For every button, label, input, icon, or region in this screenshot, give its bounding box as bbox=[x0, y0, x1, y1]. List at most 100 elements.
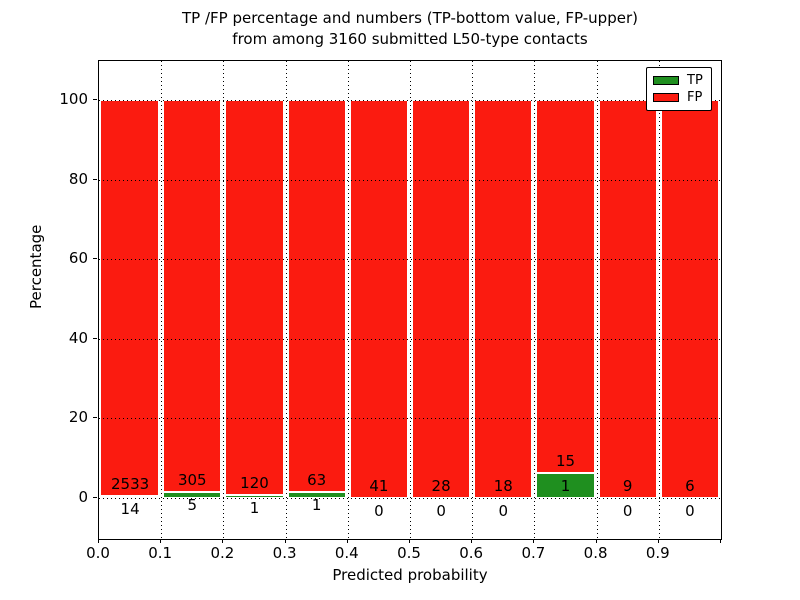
fp-count-label: 41 bbox=[369, 477, 389, 495]
bars-layer bbox=[99, 61, 721, 539]
fp-count-label: 18 bbox=[493, 477, 513, 495]
x-tick-label: 0.3 bbox=[272, 544, 297, 562]
tp-count-label: 1 bbox=[311, 495, 322, 514]
bar-tp bbox=[287, 491, 346, 498]
x-tick-mark bbox=[409, 539, 410, 543]
bar-tp bbox=[100, 495, 160, 498]
horizontal-gridline bbox=[99, 100, 721, 101]
fp-count-label: 28 bbox=[431, 477, 451, 495]
horizontal-gridline bbox=[99, 418, 721, 420]
x-tick-mark bbox=[657, 539, 659, 543]
x-tick-mark bbox=[720, 539, 721, 543]
y-tick-label: 0 bbox=[78, 488, 88, 506]
fp-count-label: 2533 bbox=[111, 474, 150, 493]
bar-fp bbox=[536, 100, 595, 474]
tp-count-label: 1 bbox=[560, 477, 571, 496]
y-tick-label: 100 bbox=[59, 90, 88, 108]
y-tick-mark bbox=[93, 258, 97, 260]
vertical-gridline bbox=[410, 61, 411, 539]
legend-label-fp: FP bbox=[687, 90, 703, 106]
y-tick-label: 40 bbox=[68, 328, 88, 347]
x-tick-label: 0.9 bbox=[645, 544, 670, 562]
bar-fp bbox=[660, 100, 719, 498]
bar-labels-layer: 2533 14 305 5 120 1 63 1 41 0 28 0 18 0 15 1 9 0 6 0 bbox=[99, 61, 721, 539]
horizontal-gridline bbox=[99, 179, 721, 181]
bar-fp bbox=[163, 100, 222, 492]
legend: TP FP bbox=[646, 67, 712, 111]
x-tick-label: 0.8 bbox=[583, 544, 608, 562]
horizontal-gridline bbox=[99, 338, 721, 340]
x-tick-mark bbox=[595, 539, 597, 543]
tp-count-label: 0 bbox=[622, 502, 633, 520]
y-tick-label: 20 bbox=[68, 408, 88, 427]
vertical-gridline bbox=[347, 61, 349, 539]
vertical-gridline bbox=[472, 61, 474, 539]
x-tick-label: 0.5 bbox=[397, 544, 421, 562]
fp-count-label: 120 bbox=[240, 473, 269, 492]
vertical-gridline bbox=[285, 61, 287, 539]
chart-title: TP /FP percentage and numbers (TP-bottom… bbox=[98, 8, 722, 50]
tp-count-label: 14 bbox=[120, 499, 140, 518]
vertical-gridline bbox=[534, 61, 536, 539]
fp-count-label: 63 bbox=[307, 470, 327, 489]
tp-count-label: 0 bbox=[685, 502, 695, 520]
tp-color-swatch bbox=[653, 75, 679, 85]
x-tick-label: 0.0 bbox=[86, 544, 110, 562]
y-tick-mark bbox=[93, 337, 97, 339]
y-tick-mark bbox=[93, 497, 97, 498]
x-tick-mark bbox=[222, 539, 224, 543]
bar-tp bbox=[225, 494, 284, 498]
y-axis-label: Percentage bbox=[27, 224, 45, 309]
fp-count-label: 9 bbox=[622, 477, 633, 495]
y-tick-mark bbox=[93, 99, 97, 100]
bar-tp bbox=[163, 491, 222, 498]
bar-fp bbox=[474, 100, 533, 498]
x-tick-mark bbox=[98, 539, 99, 543]
fp-count-label: 305 bbox=[177, 470, 207, 489]
x-tick-mark bbox=[284, 539, 286, 543]
y-tick-mark bbox=[93, 417, 97, 419]
legend-entry-tp: TP bbox=[653, 73, 705, 88]
y-tick-label: 60 bbox=[68, 249, 88, 268]
bar-tp bbox=[536, 473, 595, 498]
x-tick-mark bbox=[471, 539, 473, 543]
tp-count-label: 1 bbox=[249, 498, 260, 517]
bar-fp bbox=[225, 100, 284, 495]
fp-count-label: 15 bbox=[555, 452, 576, 471]
legend-label-tp: TP bbox=[687, 72, 703, 88]
y-tick-label: 80 bbox=[68, 169, 88, 188]
x-tick-label: 0.4 bbox=[334, 544, 359, 562]
x-axis-label: Predicted probability bbox=[332, 566, 488, 584]
bar-fp bbox=[412, 100, 471, 498]
x-tick-label: 0.6 bbox=[459, 544, 484, 562]
vertical-gridline bbox=[658, 61, 660, 539]
fp-color-swatch bbox=[653, 93, 679, 103]
tp-count-label: 0 bbox=[498, 502, 509, 520]
x-tick-label: 0.2 bbox=[210, 544, 235, 562]
tp-count-label: 0 bbox=[374, 502, 384, 520]
tp-count-label: 5 bbox=[187, 495, 198, 514]
bar-fp bbox=[287, 100, 346, 492]
x-tick-mark bbox=[533, 539, 535, 543]
tp-count-label: 0 bbox=[436, 502, 446, 520]
x-tick-label: 0.1 bbox=[148, 544, 173, 562]
chart-title-line1: TP /FP percentage and numbers (TP-bottom… bbox=[182, 9, 638, 27]
horizontal-gridline bbox=[99, 498, 721, 499]
grid-layer bbox=[99, 61, 721, 539]
chart-title-line2: from among 3160 submitted L50-type conta… bbox=[232, 30, 588, 48]
vertical-gridline bbox=[596, 61, 598, 539]
bar-fp bbox=[598, 100, 657, 498]
y-tick-mark bbox=[93, 178, 97, 180]
horizontal-gridline bbox=[99, 259, 721, 261]
x-tick-label: 0.7 bbox=[521, 544, 546, 562]
bar-fp bbox=[100, 100, 160, 496]
x-tick-mark bbox=[346, 539, 348, 543]
fp-count-label: 6 bbox=[685, 477, 695, 495]
bar-fp bbox=[349, 100, 408, 498]
legend-entry-fp: FP bbox=[653, 90, 705, 105]
x-tick-mark bbox=[160, 539, 162, 543]
vertical-gridline bbox=[223, 61, 225, 539]
plot-area: 2533 14 305 5 120 1 63 1 41 0 28 0 18 0 15 1 9 0 6 0 TP FP bbox=[98, 60, 722, 540]
vertical-gridline bbox=[161, 61, 163, 539]
